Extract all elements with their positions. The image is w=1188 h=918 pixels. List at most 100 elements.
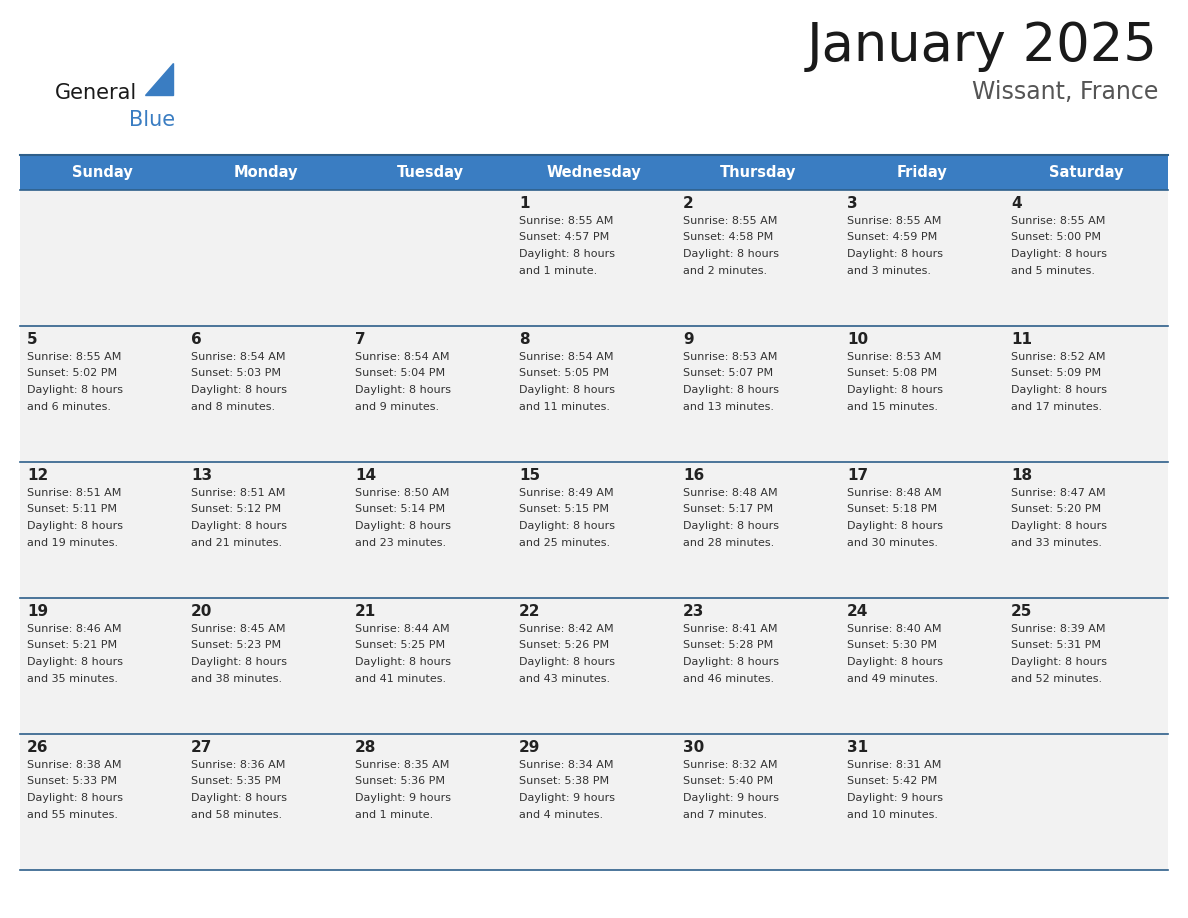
Text: Sunset: 5:35 PM: Sunset: 5:35 PM	[191, 777, 282, 787]
Text: General: General	[55, 83, 138, 103]
Text: and 23 minutes.: and 23 minutes.	[355, 538, 447, 547]
Text: Sunrise: 8:55 AM: Sunrise: 8:55 AM	[847, 216, 941, 226]
Text: Sunset: 5:12 PM: Sunset: 5:12 PM	[191, 505, 282, 514]
Text: 15: 15	[519, 468, 541, 483]
Text: and 11 minutes.: and 11 minutes.	[519, 401, 609, 411]
Text: 26: 26	[27, 740, 49, 755]
Text: Blue: Blue	[129, 110, 175, 130]
Text: Sunrise: 8:46 AM: Sunrise: 8:46 AM	[27, 624, 121, 634]
Text: Daylight: 8 hours: Daylight: 8 hours	[1011, 521, 1107, 531]
Text: 8: 8	[519, 332, 530, 347]
Text: 5: 5	[27, 332, 38, 347]
Text: Sunrise: 8:48 AM: Sunrise: 8:48 AM	[847, 488, 942, 498]
Text: Sunrise: 8:51 AM: Sunrise: 8:51 AM	[191, 488, 285, 498]
Text: 23: 23	[683, 604, 704, 619]
Text: and 15 minutes.: and 15 minutes.	[847, 401, 939, 411]
Text: 18: 18	[1011, 468, 1032, 483]
Text: Sunset: 5:11 PM: Sunset: 5:11 PM	[27, 505, 116, 514]
Text: Sunset: 4:58 PM: Sunset: 4:58 PM	[683, 232, 773, 242]
Text: Daylight: 8 hours: Daylight: 8 hours	[191, 793, 287, 803]
Text: 10: 10	[847, 332, 868, 347]
Text: and 55 minutes.: and 55 minutes.	[27, 810, 118, 820]
Text: Wissant, France: Wissant, France	[972, 80, 1158, 104]
Text: Sunrise: 8:49 AM: Sunrise: 8:49 AM	[519, 488, 614, 498]
Text: January 2025: January 2025	[807, 20, 1158, 72]
Text: Sunrise: 8:50 AM: Sunrise: 8:50 AM	[355, 488, 449, 498]
Text: Sunset: 5:08 PM: Sunset: 5:08 PM	[847, 368, 937, 378]
Text: Sunset: 5:02 PM: Sunset: 5:02 PM	[27, 368, 118, 378]
Text: Sunset: 4:57 PM: Sunset: 4:57 PM	[519, 232, 609, 242]
Text: and 5 minutes.: and 5 minutes.	[1011, 265, 1095, 275]
Text: Sunrise: 8:38 AM: Sunrise: 8:38 AM	[27, 760, 121, 770]
Bar	[20, 190, 1168, 870]
Text: Daylight: 8 hours: Daylight: 8 hours	[27, 385, 124, 395]
Text: and 46 minutes.: and 46 minutes.	[683, 674, 775, 684]
Text: Wednesday: Wednesday	[546, 165, 642, 180]
Text: Daylight: 8 hours: Daylight: 8 hours	[191, 657, 287, 667]
Text: Sunrise: 8:36 AM: Sunrise: 8:36 AM	[191, 760, 285, 770]
Text: Sunrise: 8:39 AM: Sunrise: 8:39 AM	[1011, 624, 1106, 634]
Text: Saturday: Saturday	[1049, 165, 1123, 180]
Text: Sunset: 5:26 PM: Sunset: 5:26 PM	[519, 641, 609, 651]
Text: 22: 22	[519, 604, 541, 619]
Text: and 1 minute.: and 1 minute.	[355, 810, 434, 820]
Text: and 52 minutes.: and 52 minutes.	[1011, 674, 1102, 684]
Text: Sunrise: 8:42 AM: Sunrise: 8:42 AM	[519, 624, 614, 634]
Text: Sunset: 5:18 PM: Sunset: 5:18 PM	[847, 505, 937, 514]
Text: 17: 17	[847, 468, 868, 483]
Text: Friday: Friday	[897, 165, 947, 180]
Text: Daylight: 8 hours: Daylight: 8 hours	[519, 249, 615, 259]
Text: Sunset: 5:14 PM: Sunset: 5:14 PM	[355, 505, 446, 514]
Text: Sunrise: 8:52 AM: Sunrise: 8:52 AM	[1011, 352, 1106, 362]
Text: Sunrise: 8:55 AM: Sunrise: 8:55 AM	[27, 352, 121, 362]
Text: Sunset: 5:25 PM: Sunset: 5:25 PM	[355, 641, 446, 651]
Text: and 30 minutes.: and 30 minutes.	[847, 538, 939, 547]
Text: Sunset: 5:17 PM: Sunset: 5:17 PM	[683, 505, 773, 514]
Text: Sunrise: 8:55 AM: Sunrise: 8:55 AM	[1011, 216, 1105, 226]
Text: and 3 minutes.: and 3 minutes.	[847, 265, 931, 275]
Text: Thursday: Thursday	[720, 165, 796, 180]
Text: Daylight: 8 hours: Daylight: 8 hours	[355, 385, 451, 395]
Text: and 1 minute.: and 1 minute.	[519, 265, 598, 275]
Text: and 43 minutes.: and 43 minutes.	[519, 674, 611, 684]
Text: Sunrise: 8:35 AM: Sunrise: 8:35 AM	[355, 760, 449, 770]
Text: Sunset: 5:04 PM: Sunset: 5:04 PM	[355, 368, 446, 378]
Text: and 2 minutes.: and 2 minutes.	[683, 265, 767, 275]
Text: 20: 20	[191, 604, 213, 619]
Text: Sunrise: 8:53 AM: Sunrise: 8:53 AM	[847, 352, 941, 362]
Text: Sunset: 5:28 PM: Sunset: 5:28 PM	[683, 641, 773, 651]
Text: Daylight: 8 hours: Daylight: 8 hours	[1011, 657, 1107, 667]
Text: Sunset: 5:07 PM: Sunset: 5:07 PM	[683, 368, 773, 378]
Text: 19: 19	[27, 604, 49, 619]
Text: Daylight: 8 hours: Daylight: 8 hours	[847, 249, 943, 259]
Text: Sunrise: 8:48 AM: Sunrise: 8:48 AM	[683, 488, 778, 498]
Text: 7: 7	[355, 332, 366, 347]
Text: Sunrise: 8:31 AM: Sunrise: 8:31 AM	[847, 760, 941, 770]
Text: and 4 minutes.: and 4 minutes.	[519, 810, 604, 820]
Polygon shape	[145, 63, 173, 95]
Text: Sunrise: 8:34 AM: Sunrise: 8:34 AM	[519, 760, 613, 770]
Text: Sunset: 5:20 PM: Sunset: 5:20 PM	[1011, 505, 1101, 514]
Text: Monday: Monday	[234, 165, 298, 180]
Text: Daylight: 8 hours: Daylight: 8 hours	[191, 521, 287, 531]
Text: Daylight: 8 hours: Daylight: 8 hours	[683, 385, 779, 395]
Text: Sunrise: 8:44 AM: Sunrise: 8:44 AM	[355, 624, 449, 634]
Text: Daylight: 8 hours: Daylight: 8 hours	[191, 385, 287, 395]
Text: Daylight: 8 hours: Daylight: 8 hours	[683, 521, 779, 531]
Bar	[20, 155, 1168, 190]
Text: Daylight: 8 hours: Daylight: 8 hours	[519, 385, 615, 395]
Text: Daylight: 8 hours: Daylight: 8 hours	[847, 521, 943, 531]
Text: Sunrise: 8:53 AM: Sunrise: 8:53 AM	[683, 352, 777, 362]
Text: 31: 31	[847, 740, 868, 755]
Text: 14: 14	[355, 468, 377, 483]
Text: Sunset: 5:09 PM: Sunset: 5:09 PM	[1011, 368, 1101, 378]
Text: Sunset: 5:23 PM: Sunset: 5:23 PM	[191, 641, 282, 651]
Text: Sunset: 5:42 PM: Sunset: 5:42 PM	[847, 777, 937, 787]
Text: Daylight: 8 hours: Daylight: 8 hours	[1011, 385, 1107, 395]
Text: and 58 minutes.: and 58 minutes.	[191, 810, 282, 820]
Text: Daylight: 8 hours: Daylight: 8 hours	[847, 385, 943, 395]
Text: and 28 minutes.: and 28 minutes.	[683, 538, 775, 547]
Text: Sunset: 5:38 PM: Sunset: 5:38 PM	[519, 777, 609, 787]
Text: Sunrise: 8:55 AM: Sunrise: 8:55 AM	[683, 216, 777, 226]
Text: Daylight: 8 hours: Daylight: 8 hours	[27, 793, 124, 803]
